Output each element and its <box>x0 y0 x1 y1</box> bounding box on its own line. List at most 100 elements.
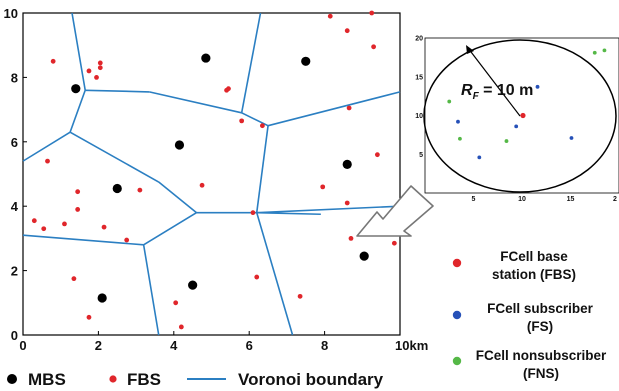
y-tick-label: 8 <box>11 70 18 85</box>
voronoi-edge <box>256 205 401 214</box>
legend-fns-line2: (FNS) <box>523 366 559 381</box>
fbs-point <box>45 158 50 164</box>
voronoi-edge <box>85 89 150 93</box>
legend-voronoi-label: Voronoi boundary <box>238 370 384 389</box>
x-tick-label: 0 <box>19 338 26 353</box>
fbs-point <box>346 105 352 111</box>
legend-fs-line1: FCell subscriber <box>487 301 594 316</box>
fbs-point <box>199 182 205 188</box>
y-tick-label: 4 <box>11 199 19 214</box>
fns-point <box>447 99 452 104</box>
fbs-point <box>369 10 375 16</box>
inset-x-ticks: 5 10 15 2 <box>472 196 618 203</box>
inset-y-ticks: 5 10 15 20 <box>415 36 423 159</box>
voronoi-edge <box>255 125 269 213</box>
fbs-point <box>86 68 92 74</box>
fbs-point <box>71 276 77 282</box>
fbs-point <box>75 189 81 195</box>
fbs-layer <box>31 10 397 330</box>
voronoi-edge <box>255 212 294 336</box>
fbs-point <box>297 293 303 299</box>
legend-fns-marker <box>452 356 462 366</box>
fns-point <box>458 136 462 141</box>
inset-x-tick-label: 2 <box>613 196 617 203</box>
main-plot-frame <box>22 12 401 336</box>
legend-fbs-marker <box>452 258 462 268</box>
side-legend: FCell base station (FBS) FCell subscribe… <box>452 249 607 381</box>
radius-label: RF = 10 m <box>461 82 533 102</box>
fbs-point <box>320 184 326 190</box>
voronoi-edge <box>142 244 160 336</box>
legend-fs-marker <box>452 310 462 320</box>
fbs-point <box>75 207 81 212</box>
voronoi-edge <box>267 91 401 127</box>
y-tick-label: 2 <box>11 264 18 279</box>
legend-mbs-marker <box>7 374 17 384</box>
mbs-point <box>112 183 122 194</box>
inset-x-tick-label: 15 <box>567 196 575 203</box>
inset-y-tick-label: 5 <box>419 152 423 159</box>
mbs-point <box>174 140 185 150</box>
legend-mbs-label: MBS <box>28 370 66 389</box>
x-tick-label: 2 <box>95 338 102 353</box>
voronoi-edge <box>69 90 86 133</box>
legend-fbs-bottom-marker <box>109 375 117 383</box>
fs-point <box>569 136 574 140</box>
fbs-point <box>239 118 245 124</box>
x-tick-label-10km: 10km <box>395 338 428 353</box>
fs-point <box>535 84 540 89</box>
voronoi-edge <box>71 12 86 91</box>
femtocell-coverage-circle <box>423 39 617 193</box>
main-x-ticks: 0 2 4 6 8 10km <box>19 331 428 353</box>
legend-fbs-line1: FCell base <box>500 249 568 264</box>
mbs-point <box>188 280 198 290</box>
inset-x-tick-label: 5 <box>472 196 476 203</box>
inset-y-tick-label: 20 <box>415 36 423 43</box>
main-plot: 0 2 4 6 8 10km 0 2 4 6 8 10 <box>4 6 429 353</box>
inset-x-tick-label: 10 <box>518 196 526 203</box>
radius-arrowhead-icon <box>466 45 474 54</box>
fbs-point <box>254 274 260 280</box>
inset-y-tick-label: 15 <box>415 74 423 81</box>
x-tick-label: 8 <box>321 338 328 353</box>
voronoi-edge <box>22 234 144 246</box>
fbs-point <box>137 187 143 193</box>
voronoi-edge <box>69 131 160 183</box>
fns-point <box>504 139 509 143</box>
fbs-point <box>344 200 350 206</box>
fbs-point <box>348 236 354 241</box>
legend-fns-line1: FCell nonsubscriber <box>476 348 607 363</box>
legend-fbs-line2: station (FBS) <box>492 267 576 282</box>
voronoi-layer <box>22 12 401 336</box>
main-y-ticks: 0 2 4 6 8 10 <box>4 6 27 343</box>
voronoi-edge <box>240 12 262 113</box>
fbs-point <box>259 123 265 129</box>
y-tick-label: 6 <box>11 135 18 150</box>
fs-point <box>456 119 460 124</box>
mbs-layer <box>71 53 369 303</box>
legend-fs-line2: (FS) <box>527 319 553 334</box>
fbs-point <box>327 13 333 19</box>
mbs-point <box>201 53 211 63</box>
fbs-point <box>94 75 99 80</box>
x-tick-label: 6 <box>246 338 253 353</box>
zoom-callout-arrow <box>356 185 434 237</box>
mbs-point <box>71 84 81 94</box>
fns-point <box>602 48 607 53</box>
fns-point <box>592 50 597 55</box>
fbs-point <box>178 324 184 330</box>
fbs-point <box>374 152 380 158</box>
inset-fbs-point <box>520 112 526 119</box>
voronoi-edge <box>158 181 197 214</box>
fbs-point <box>97 60 103 66</box>
mbs-point <box>97 293 107 303</box>
voronoi-edge <box>22 131 71 162</box>
fbs-point <box>250 210 256 216</box>
inset-points <box>447 48 607 160</box>
y-tick-label: 0 <box>11 328 18 343</box>
y-tick-label: 10 <box>4 6 18 21</box>
voronoi-edge <box>241 112 269 127</box>
legend-fbs-bottom-label: FBS <box>127 370 161 389</box>
fs-point <box>477 155 482 160</box>
inset-plot: RF = 10 m 5 10 15 2 5 10 15 20 <box>415 36 619 203</box>
